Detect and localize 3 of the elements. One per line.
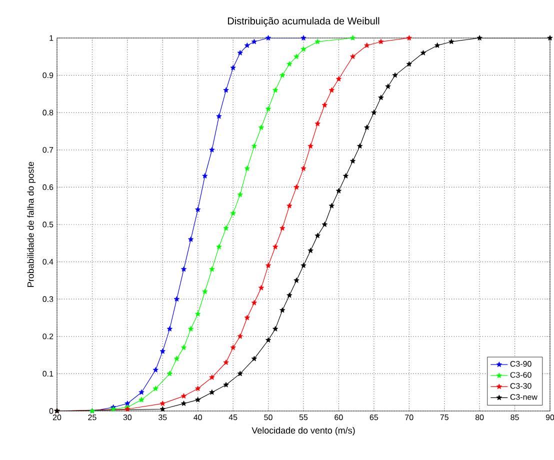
chart-title: Distribuição acumulada de Weibull <box>228 17 380 26</box>
y-axis-title: Probabilidade de falha do poste <box>27 162 36 287</box>
x-axis-title: Velocidade do vento (m/s) <box>252 427 355 436</box>
